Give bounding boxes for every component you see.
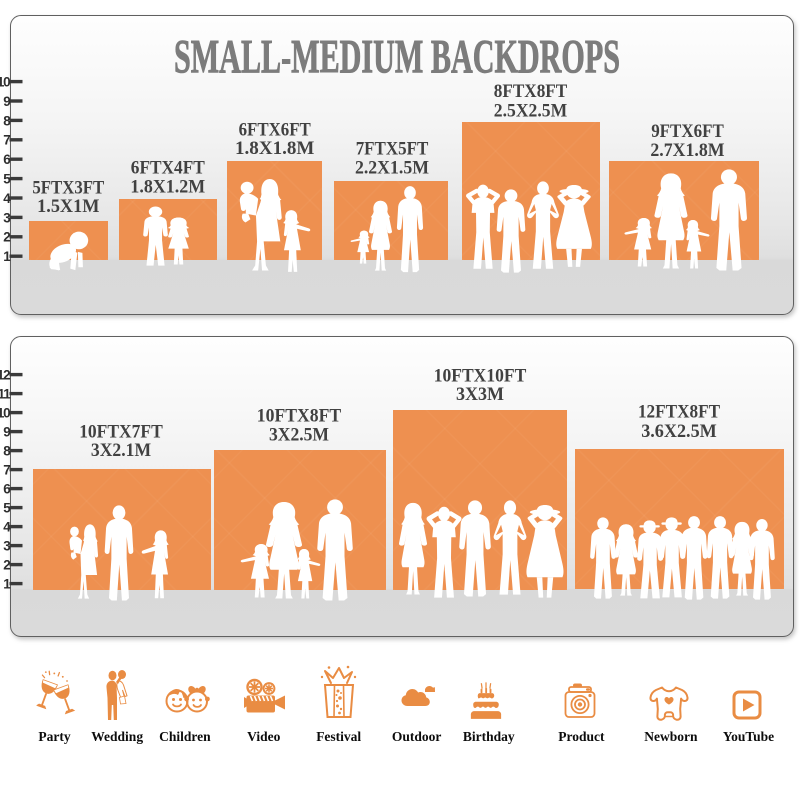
svg-text:10: 10 xyxy=(0,406,10,421)
svg-text:3.6X2.5M: 3.6X2.5M xyxy=(641,421,717,442)
svg-text:10FTX7FT: 10FTX7FT xyxy=(79,422,163,443)
svg-text:2: 2 xyxy=(3,230,10,245)
svg-text:7: 7 xyxy=(3,463,10,478)
svg-text:11: 11 xyxy=(0,387,11,402)
svg-text:2.2X1.5M: 2.2X1.5M xyxy=(355,158,429,179)
svg-text:4: 4 xyxy=(3,520,11,535)
svg-text:3: 3 xyxy=(3,210,11,225)
svg-text:12FTX8FT: 12FTX8FT xyxy=(638,402,720,423)
svg-text:10FTX8FT: 10FTX8FT xyxy=(257,406,342,427)
svg-text:9: 9 xyxy=(3,425,10,440)
svg-text:9: 9 xyxy=(3,94,10,109)
svg-text:6FTX6FT: 6FTX6FT xyxy=(239,120,311,141)
svg-text:2.5X2.5M: 2.5X2.5M xyxy=(494,101,567,122)
svg-text:1.5X1M: 1.5X1M xyxy=(37,196,99,217)
svg-text:10FTX10FT: 10FTX10FT xyxy=(434,365,527,386)
svg-text:8: 8 xyxy=(3,444,11,459)
svg-text:3X3M: 3X3M xyxy=(456,384,504,405)
svg-text:SMALL-MEDIUM BACKDROPS: SMALL-MEDIUM BACKDROPS xyxy=(174,31,620,84)
svg-text:7: 7 xyxy=(3,133,10,148)
svg-text:5FTX3FT: 5FTX3FT xyxy=(32,178,104,199)
svg-text:5: 5 xyxy=(3,172,11,187)
svg-text:3: 3 xyxy=(3,539,11,554)
svg-text:6FTX4FT: 6FTX4FT xyxy=(131,158,205,179)
svg-text:2.7X1.8M: 2.7X1.8M xyxy=(650,140,724,161)
svg-text:6: 6 xyxy=(3,482,11,497)
svg-text:1.8X1.2M: 1.8X1.2M xyxy=(130,176,205,197)
svg-text:3X2.5M: 3X2.5M xyxy=(269,424,329,445)
svg-text:9FTX6FT: 9FTX6FT xyxy=(651,121,724,142)
svg-text:2: 2 xyxy=(3,558,10,573)
svg-text:6: 6 xyxy=(3,152,11,167)
svg-text:5: 5 xyxy=(3,501,11,516)
svg-text:1: 1 xyxy=(3,249,11,264)
svg-text:8FTX8FT: 8FTX8FT xyxy=(494,81,568,102)
svg-text:7FTX5FT: 7FTX5FT xyxy=(356,139,429,160)
svg-text:3X2.1M: 3X2.1M xyxy=(91,440,151,461)
svg-text:1: 1 xyxy=(3,577,11,592)
svg-text:1.8X1.8M: 1.8X1.8M xyxy=(235,138,314,159)
svg-text:12: 12 xyxy=(0,368,10,383)
svg-text:10: 10 xyxy=(0,75,10,90)
svg-text:8: 8 xyxy=(3,113,11,128)
svg-text:4: 4 xyxy=(3,191,11,206)
